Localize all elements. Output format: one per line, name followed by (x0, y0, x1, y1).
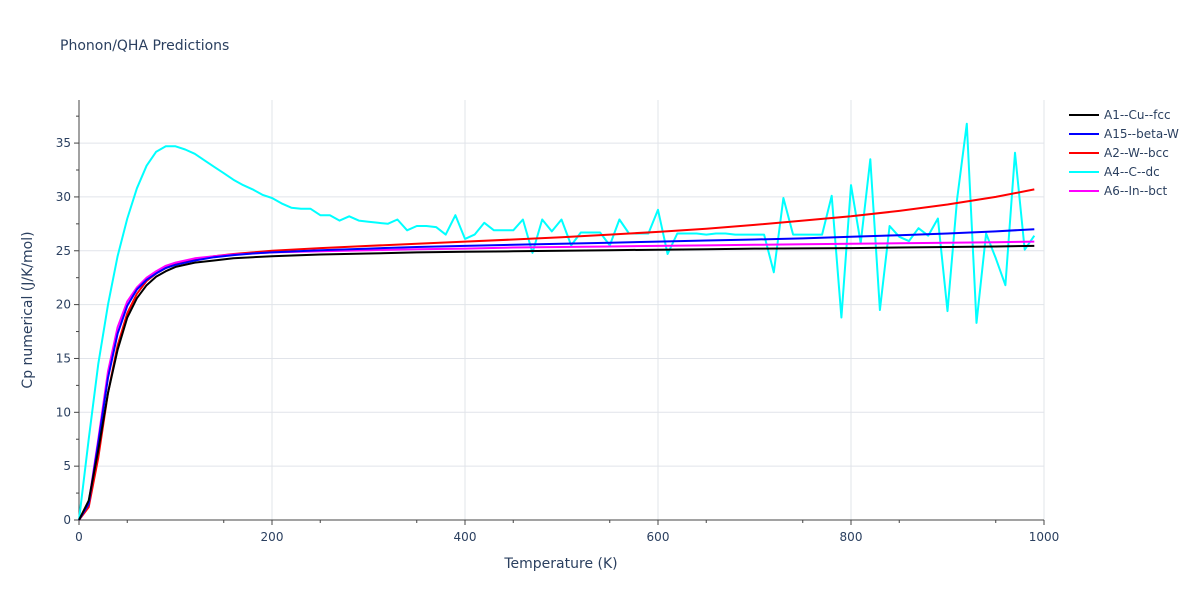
grid (79, 100, 1045, 520)
series-line-a4-c-dc (78, 122, 1036, 521)
legend-item[interactable]: A2--W--bcc (1069, 146, 1169, 160)
y-tick-label: 25 (56, 244, 71, 258)
x-tick-label: 600 (647, 530, 670, 544)
series-line-a1-cu-fcc (78, 244, 1035, 521)
series-line-a15-beta-w (78, 228, 1035, 521)
series-lines (78, 122, 1036, 521)
chart-title: Phonon/QHA Predictions (60, 38, 229, 54)
legend-label: A4--C--dc (1104, 165, 1160, 179)
y-axis-title: Cp numerical (J/K/mol) (20, 231, 36, 388)
y-tick-label: 0 (63, 513, 71, 527)
legend-label: A1--Cu--fcc (1104, 108, 1171, 122)
legend-label: A2--W--bcc (1104, 146, 1169, 160)
legend-item[interactable]: A15--beta-W (1069, 127, 1179, 141)
y-tick-label: 30 (56, 190, 71, 204)
legend-item[interactable]: A6--In--bct (1069, 184, 1168, 198)
x-tick-label: 200 (261, 530, 284, 544)
series-line-a2-w-bcc (78, 188, 1035, 521)
legend-label: A6--In--bct (1104, 184, 1168, 198)
legend-label: A15--beta-W (1104, 127, 1179, 141)
y-tick-label: 10 (56, 405, 71, 419)
y-tick-label: 15 (56, 351, 71, 365)
tick-labels: 0 200 400 600 800 1000 0 5 10 15 20 25 30 35 (56, 115, 1060, 544)
x-tick-label: 0 (75, 530, 83, 544)
y-tick-label: 5 (63, 459, 71, 473)
x-tick-label: 1000 (1029, 530, 1060, 544)
series-line-a6-in-bct (78, 240, 1035, 521)
y-tick-label: 35 (56, 136, 71, 150)
axes (78, 100, 1044, 521)
legend-item[interactable]: A1--Cu--fcc (1069, 108, 1171, 122)
legend[interactable]: A1--Cu--fcc A15--beta-W A2--W--bcc A4--C--d… (1069, 108, 1179, 198)
x-tick-label: 400 (454, 530, 477, 544)
x-axis-title: Temperature (K) (503, 556, 617, 572)
x-tick-label: 800 (840, 530, 863, 544)
y-tick-label: 20 (56, 298, 71, 312)
legend-item[interactable]: A4--C--dc (1069, 165, 1160, 179)
